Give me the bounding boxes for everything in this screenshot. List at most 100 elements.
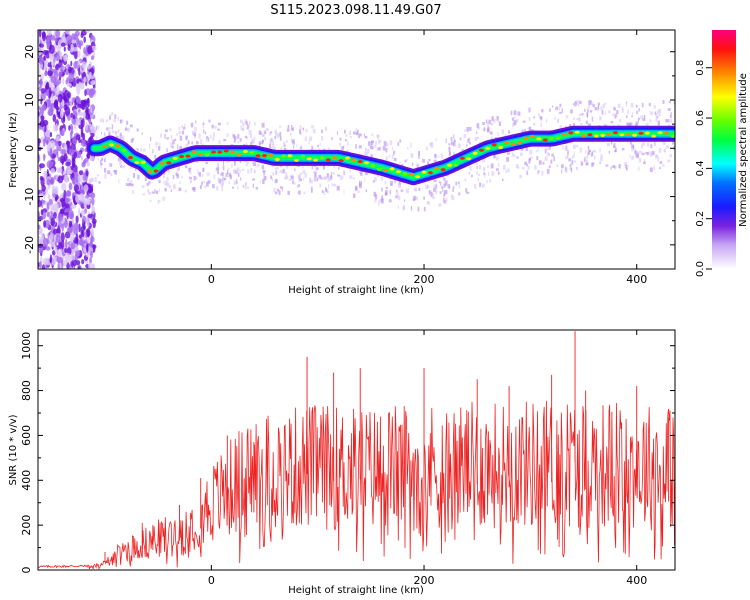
halo-cell <box>385 156 388 162</box>
halo-cell <box>628 123 631 127</box>
ridge-peak <box>287 154 293 158</box>
halo-cell <box>638 158 642 163</box>
halo-cell <box>342 176 344 179</box>
halo-cell <box>397 205 399 209</box>
halo-cell <box>254 169 256 174</box>
ridge-peak <box>530 134 535 139</box>
halo-cell <box>666 145 669 149</box>
halo-cell <box>274 136 277 140</box>
halo-cell <box>505 169 508 173</box>
halo-cell <box>439 181 441 184</box>
halo-cell <box>438 203 442 207</box>
halo-cell <box>302 127 304 130</box>
halo-cell <box>368 141 371 146</box>
halo-cell <box>434 154 437 157</box>
halo-cell <box>599 161 601 165</box>
noise-cell <box>74 98 77 109</box>
spectrogram-frame <box>37 29 676 270</box>
halo-cell <box>272 171 275 176</box>
halo-cell <box>179 135 183 141</box>
noise-cell <box>64 30 71 35</box>
halo-cell <box>96 174 100 177</box>
halo-cell <box>647 152 649 156</box>
halo-cell <box>443 183 446 188</box>
ridge-peak <box>255 154 261 158</box>
halo-cell <box>185 137 188 141</box>
halo-cell <box>573 160 577 163</box>
halo-cell <box>649 119 652 123</box>
noise-cell <box>67 34 72 45</box>
halo-cell <box>273 187 276 190</box>
noise-cell <box>43 220 47 228</box>
halo-cell <box>118 129 120 133</box>
noise-cell <box>63 104 68 111</box>
halo-cell <box>418 154 420 159</box>
halo-cell <box>474 137 478 142</box>
spectrogram-axes: 0 200 400 -20 -10 0 10 20 <box>23 30 675 286</box>
halo-cell <box>239 160 242 164</box>
halo-cell <box>193 132 196 137</box>
noise-cell <box>38 43 45 48</box>
halo-cell <box>176 133 178 136</box>
halo-cell <box>556 106 558 111</box>
halo-cell <box>514 116 516 119</box>
noise-cell <box>38 224 41 230</box>
halo-cell <box>194 127 197 132</box>
halo-cell <box>321 129 323 134</box>
halo-cell <box>477 127 480 130</box>
halo-cell <box>625 164 627 169</box>
halo-cell <box>340 175 343 181</box>
halo-cell <box>572 144 576 150</box>
halo-cell <box>144 177 147 181</box>
halo-cell <box>280 147 283 150</box>
ridge-peak <box>306 157 312 161</box>
noise-cell <box>57 262 60 269</box>
halo-cell <box>431 193 434 197</box>
noise-cell <box>81 61 87 69</box>
ridge-peak <box>593 134 599 138</box>
halo-cell <box>410 152 412 157</box>
halo-cell <box>573 103 575 106</box>
halo-cell <box>213 174 216 180</box>
halo-cell <box>203 180 205 183</box>
noise-cell <box>65 252 71 263</box>
halo-cell <box>536 156 539 161</box>
halo-cell <box>298 174 301 179</box>
halo-cell <box>648 151 650 155</box>
halo-cell <box>282 141 286 145</box>
halo-cell <box>226 122 229 125</box>
halo-cell <box>493 119 496 123</box>
halo-cell <box>574 102 576 106</box>
halo-cell <box>114 169 118 175</box>
halo-cell <box>246 136 249 140</box>
noise-cell <box>90 250 93 259</box>
halo-cell <box>612 113 614 117</box>
ridge-peak <box>313 158 319 162</box>
halo-cell <box>605 164 609 167</box>
halo-cell <box>278 190 281 196</box>
halo-cell <box>536 171 539 175</box>
ridge-peak <box>644 131 650 135</box>
halo-cell <box>597 102 600 106</box>
halo-cell <box>429 142 432 146</box>
halo-cell <box>451 142 454 146</box>
halo-cell <box>643 114 646 120</box>
halo-cell <box>577 104 580 107</box>
halo-cell <box>212 184 215 189</box>
ridge-peak <box>664 131 669 135</box>
halo-cell <box>295 144 298 147</box>
halo-cell <box>349 136 352 139</box>
noise-cell <box>57 213 64 222</box>
snr-y-label: SNR (10 * v/v) <box>8 414 19 485</box>
noise-cell <box>39 78 43 88</box>
halo-cell <box>459 137 462 141</box>
noise-cell <box>92 84 96 89</box>
halo-cell <box>311 165 313 170</box>
halo-cell <box>393 150 395 156</box>
halo-cell <box>207 180 211 184</box>
halo-cell <box>153 188 157 194</box>
halo-cell <box>588 123 591 127</box>
halo-cell <box>252 139 255 143</box>
halo-cell <box>232 134 236 139</box>
halo-cell <box>527 107 531 113</box>
